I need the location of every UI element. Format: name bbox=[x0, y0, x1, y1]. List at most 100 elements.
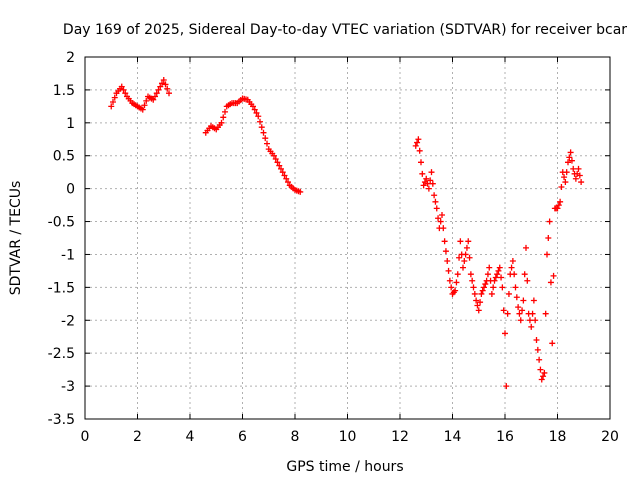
data-point-interp bbox=[508, 264, 515, 271]
y-tick-label: 1.5 bbox=[53, 83, 75, 99]
data-point-interp bbox=[152, 93, 158, 100]
data-point-interp bbox=[529, 310, 536, 317]
data-point-interp bbox=[576, 172, 583, 179]
data-point-interp bbox=[448, 284, 455, 291]
data-point bbox=[546, 218, 553, 225]
data-point-interp bbox=[222, 108, 228, 115]
data-point-interp bbox=[547, 279, 554, 286]
data-point bbox=[509, 258, 516, 265]
y-tick-label: -1 bbox=[61, 247, 75, 263]
data-point-interp bbox=[220, 114, 227, 121]
data-point bbox=[528, 323, 535, 330]
data-point bbox=[139, 106, 146, 113]
x-tick-label: 0 bbox=[81, 429, 90, 445]
data-point bbox=[503, 383, 510, 390]
segment-2 bbox=[202, 95, 304, 195]
data-point-interp bbox=[153, 90, 160, 97]
data-point-interp bbox=[120, 86, 127, 93]
data-point-interp bbox=[437, 218, 444, 225]
data-point bbox=[276, 162, 283, 169]
data-point bbox=[155, 86, 162, 93]
data-point-interp bbox=[264, 140, 270, 147]
data-point-interp bbox=[542, 310, 549, 317]
data-point bbox=[446, 277, 453, 284]
data-point bbox=[523, 244, 529, 251]
data-point bbox=[486, 264, 493, 271]
data-point-interp bbox=[550, 272, 557, 279]
data-point bbox=[150, 96, 157, 103]
data-point-interp bbox=[278, 165, 284, 172]
data-point-interp bbox=[505, 290, 512, 297]
data-point bbox=[502, 330, 508, 337]
data-point bbox=[496, 264, 503, 271]
data-point-interp bbox=[141, 102, 148, 109]
data-point-interp bbox=[511, 271, 518, 278]
data-point bbox=[412, 142, 419, 149]
data-point bbox=[541, 369, 548, 376]
data-point-interp bbox=[521, 271, 528, 278]
data-point-interp bbox=[477, 299, 484, 306]
data-point-interp bbox=[495, 267, 502, 274]
data-point-interp bbox=[558, 183, 565, 190]
data-point-interp bbox=[435, 215, 442, 222]
x-tick-label: 10 bbox=[339, 429, 357, 445]
data-point bbox=[533, 337, 540, 344]
data-point bbox=[478, 290, 485, 297]
data-point bbox=[444, 258, 451, 265]
data-point bbox=[544, 251, 550, 258]
data-point bbox=[418, 159, 424, 166]
data-point-interp bbox=[262, 135, 269, 142]
data-point-interp bbox=[568, 157, 575, 164]
data-point bbox=[439, 211, 445, 218]
y-tick-label: -2 bbox=[61, 313, 75, 329]
y-tick-label: -1.5 bbox=[48, 280, 75, 296]
data-point bbox=[494, 271, 501, 278]
data-point-interp bbox=[561, 174, 568, 181]
x-tick-label: 20 bbox=[601, 429, 619, 445]
data-point bbox=[425, 185, 432, 192]
data-point bbox=[441, 238, 448, 245]
data-point-interp bbox=[566, 154, 573, 161]
data-point bbox=[499, 284, 506, 291]
data-point bbox=[475, 307, 482, 314]
data-point bbox=[415, 136, 422, 143]
data-point bbox=[554, 205, 561, 212]
data-point-interp bbox=[466, 254, 473, 261]
x-tick-label: 12 bbox=[391, 429, 409, 445]
data-point bbox=[578, 179, 585, 186]
data-point bbox=[504, 310, 511, 317]
data-point bbox=[281, 172, 288, 179]
data-point bbox=[515, 304, 522, 311]
data-point-interp bbox=[162, 81, 169, 88]
data-point-interp bbox=[251, 106, 258, 113]
data-point-interp bbox=[490, 284, 497, 291]
data-point-interp bbox=[492, 274, 499, 281]
data-point bbox=[520, 297, 527, 304]
data-point-interp bbox=[463, 244, 470, 251]
data-point-interp bbox=[279, 169, 286, 176]
data-point bbox=[166, 90, 172, 97]
x-tick-label: 14 bbox=[444, 429, 462, 445]
data-point-interp bbox=[424, 180, 431, 187]
data-point-interp bbox=[461, 258, 468, 265]
data-point-interp bbox=[440, 225, 447, 232]
data-point bbox=[465, 238, 472, 245]
data-point-interp bbox=[532, 317, 539, 324]
x-tick-label: 4 bbox=[186, 429, 195, 445]
data-point-interp bbox=[272, 156, 279, 163]
x-tick-label: 16 bbox=[496, 429, 514, 445]
data-point bbox=[260, 129, 267, 136]
data-point-interp bbox=[537, 366, 544, 373]
y-tick-label: 1 bbox=[66, 116, 75, 132]
data-point-interp bbox=[157, 83, 164, 90]
data-point-interp bbox=[534, 346, 541, 353]
chart-title: Day 169 of 2025, Sidereal Day-to-day VTE… bbox=[63, 22, 627, 38]
data-point-interp bbox=[563, 169, 570, 176]
data-point bbox=[530, 297, 537, 304]
data-point bbox=[538, 376, 545, 383]
data-point-interp bbox=[164, 85, 171, 92]
data-point-interp bbox=[453, 279, 460, 286]
data-point bbox=[491, 277, 498, 284]
data-point-interp bbox=[427, 177, 434, 184]
